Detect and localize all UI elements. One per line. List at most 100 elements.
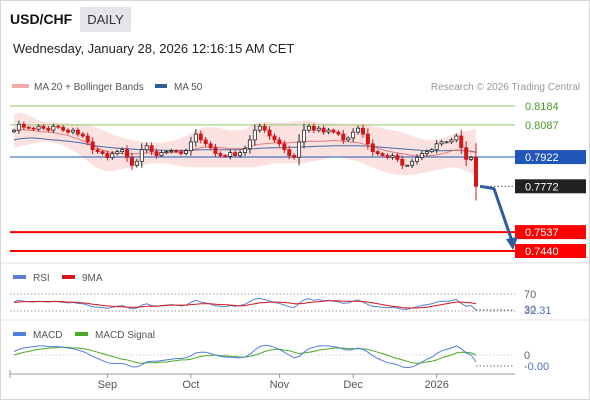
candle <box>154 148 159 159</box>
candle-body <box>390 155 395 158</box>
candle <box>282 140 287 153</box>
candle-body <box>223 155 228 157</box>
candle <box>159 150 164 158</box>
candle-body <box>90 141 95 151</box>
candle <box>223 154 228 158</box>
rsi-legend-label: RSI <box>33 273 50 284</box>
candle <box>360 124 365 138</box>
period-button[interactable]: DAILY <box>80 6 131 32</box>
rsi-legend-swatch <box>13 275 26 279</box>
candle-body <box>95 149 100 153</box>
rsi-ma-legend-swatch <box>62 275 75 279</box>
candle <box>125 145 130 162</box>
candle <box>346 136 351 142</box>
candle-body <box>444 141 449 144</box>
candle <box>169 148 174 154</box>
candle-body <box>247 139 252 150</box>
candle <box>469 155 474 162</box>
candle <box>218 151 223 158</box>
candle-body <box>243 148 247 153</box>
candle-body <box>184 150 189 154</box>
rsi-last-value: 32.31 <box>524 305 552 317</box>
candle-body <box>346 137 351 141</box>
candle <box>351 128 356 142</box>
rsi-level-70-label: 70 <box>524 289 536 301</box>
candle <box>70 127 75 135</box>
candle-body <box>203 139 208 145</box>
candle <box>46 125 51 133</box>
candle-body <box>360 127 365 135</box>
candle-body <box>70 129 75 133</box>
candle-body <box>193 133 198 143</box>
research-credit: Research © 2026 Trading Central <box>431 82 580 93</box>
candle <box>464 141 469 167</box>
candle-body <box>46 127 51 131</box>
candle <box>238 150 243 158</box>
candle-body <box>277 139 282 145</box>
candle <box>439 139 444 147</box>
x-tick-label: Oct <box>182 379 199 391</box>
candle <box>306 123 311 133</box>
candles <box>12 120 478 201</box>
candle <box>400 155 405 170</box>
resistance-label: 0.8184 <box>525 101 559 113</box>
candle <box>105 150 110 161</box>
candle-body <box>469 157 474 160</box>
candle-body <box>61 126 66 131</box>
candle <box>198 130 203 144</box>
level-resistance-1: 0.8087 <box>10 120 559 132</box>
candle-body <box>139 149 144 162</box>
candle <box>449 137 454 144</box>
candle <box>129 152 134 170</box>
candle <box>415 154 420 165</box>
candle-body <box>16 123 21 131</box>
candle-body <box>149 145 154 153</box>
candle-body <box>356 127 361 133</box>
candle <box>301 123 306 149</box>
ma50-legend-label: MA 50 <box>174 82 203 93</box>
candle-body <box>365 133 370 145</box>
candle <box>188 136 193 156</box>
candle <box>95 147 100 154</box>
candle-body <box>410 160 415 166</box>
candle-body <box>454 135 459 141</box>
candle <box>149 142 154 156</box>
candle-body <box>233 152 238 156</box>
rsi-level-30-label: 30 <box>524 304 536 316</box>
macd-last-value: -0.00 <box>524 361 549 373</box>
forecast-arrow-head <box>506 237 518 250</box>
candle <box>203 136 208 147</box>
candle-body <box>292 155 297 158</box>
candle-body <box>188 141 193 152</box>
candle-body <box>134 160 139 166</box>
candle-body <box>110 153 115 158</box>
candle <box>184 148 189 156</box>
candle-body <box>370 143 375 153</box>
candle-body <box>459 135 464 149</box>
chart-header: USD/CHF DAILY <box>10 6 131 32</box>
candle-body <box>341 133 346 141</box>
candle <box>277 136 282 147</box>
candle-body <box>297 141 302 158</box>
price-panel: 0.8184 0.8087 0.7922 0.7772 0.7537 0.7440 <box>10 101 586 258</box>
forecast-arrow <box>479 184 518 250</box>
candle <box>297 133 302 166</box>
candle-body <box>179 151 184 154</box>
candle <box>370 139 375 156</box>
candle <box>139 143 144 168</box>
pivot-label: 0.7922 <box>525 152 559 164</box>
candle <box>66 128 71 135</box>
candle <box>31 126 36 131</box>
level-support-5: 0.7440 <box>10 244 586 258</box>
candle <box>21 121 26 130</box>
candle-body <box>474 157 478 187</box>
macd-signal-legend-label: MACD Signal <box>95 330 155 341</box>
candle <box>75 127 80 137</box>
candle <box>419 150 424 161</box>
candle-body <box>400 159 405 166</box>
macd-panel: 0-0.00 <box>10 344 549 373</box>
price-legend: MA 20 + Bollinger Bands MA 50 Research ©… <box>12 82 580 93</box>
x-tick-label: Sep <box>98 379 118 391</box>
candle <box>395 152 400 163</box>
